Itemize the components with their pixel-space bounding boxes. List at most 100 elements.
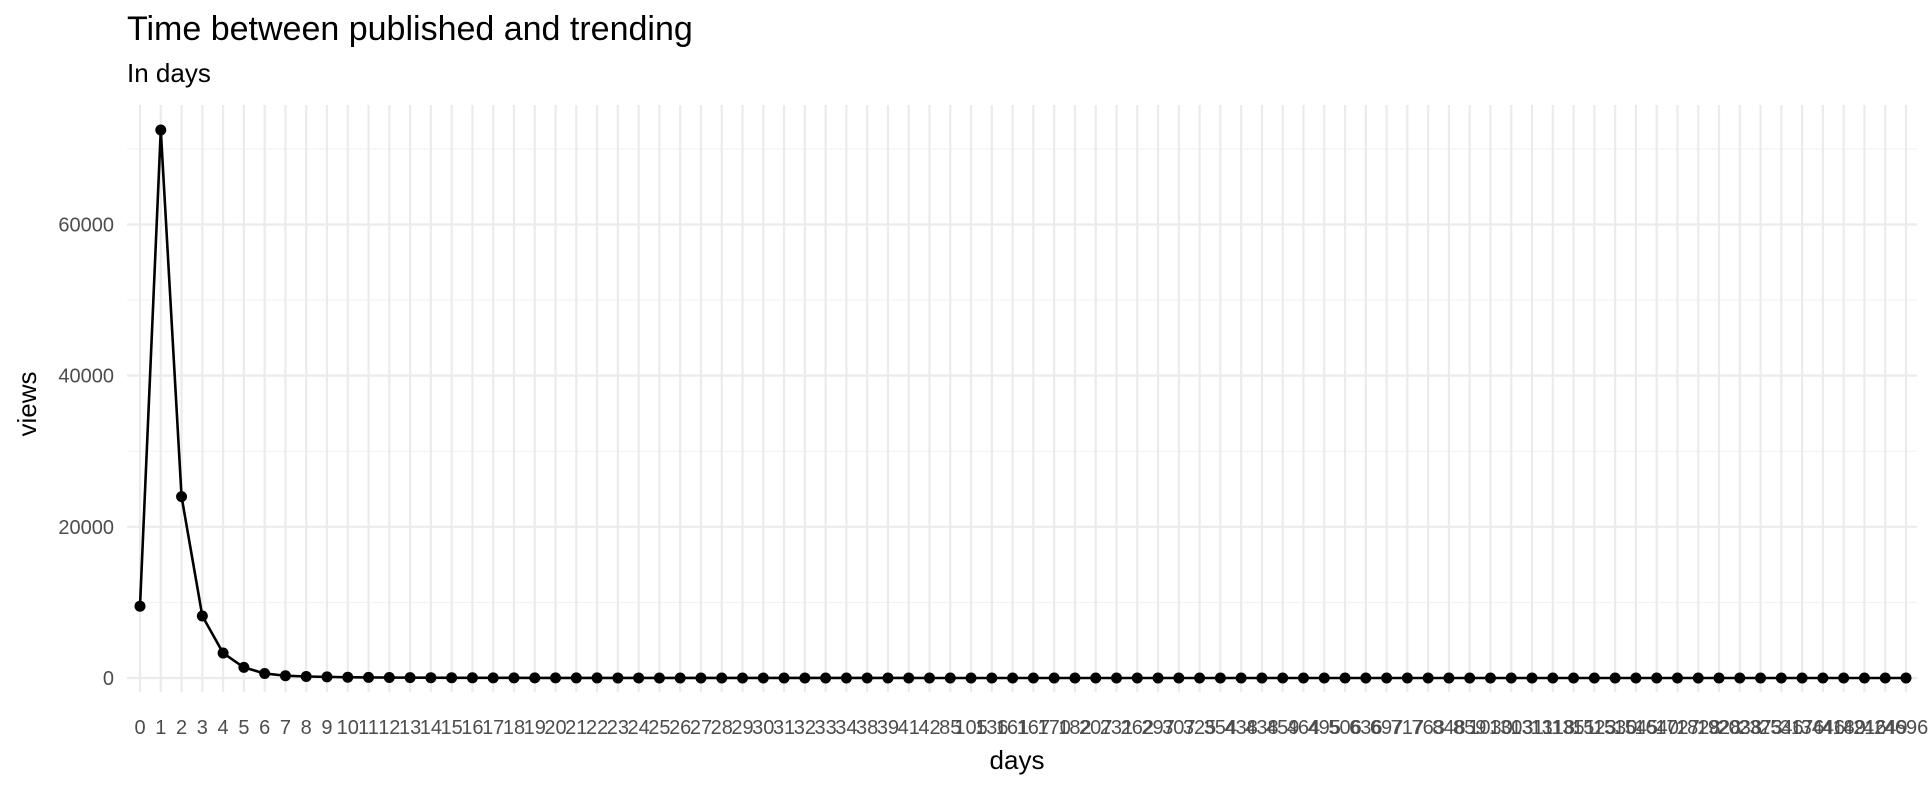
data-point — [944, 672, 956, 684]
data-point — [570, 672, 582, 684]
x-tick-label: 170 — [1037, 717, 1070, 739]
data-point — [965, 672, 977, 684]
y-tick-label: 40000 — [58, 366, 114, 388]
x-tick-label: 10 — [337, 717, 359, 739]
data-point — [840, 672, 852, 684]
x-tick-label: 26 — [669, 717, 691, 739]
data-point — [1256, 672, 1268, 684]
x-tick-label: 20 — [544, 717, 566, 739]
x-tick-label: 464 — [1287, 717, 1320, 739]
data-point — [695, 672, 707, 684]
x-tick-label: 136 — [975, 717, 1008, 739]
x-tick-label: 39 — [877, 717, 899, 739]
data-point — [1609, 672, 1621, 684]
x-tick-label: 297 — [1141, 717, 1174, 739]
x-tick-label: 848 — [1432, 717, 1465, 739]
data-point — [1858, 672, 1870, 684]
data-point — [1879, 672, 1891, 684]
data-point — [861, 672, 873, 684]
data-point — [134, 600, 146, 612]
x-tick-label: 4249 — [1863, 717, 1908, 739]
x-tick-label: 1530 — [1593, 717, 1638, 739]
data-point — [321, 671, 333, 683]
x-tick-label: 30 — [752, 717, 774, 739]
data-point — [903, 672, 915, 684]
data-point — [342, 671, 354, 683]
data-point — [176, 491, 188, 503]
data-point — [1838, 672, 1850, 684]
x-tick-label: 4696 — [1884, 717, 1929, 739]
x-tick-label: 2 — [176, 717, 187, 739]
data-point — [1464, 672, 1476, 684]
x-tick-label: 506 — [1328, 717, 1361, 739]
x-tick-label: 167 — [1017, 717, 1050, 739]
data-point — [1401, 672, 1413, 684]
data-point — [1048, 672, 1060, 684]
data-point — [1755, 672, 1767, 684]
x-tick-label: 21 — [565, 717, 587, 739]
x-tick-label: 1727 — [1655, 717, 1700, 739]
data-point — [446, 672, 458, 684]
x-tick-label: 3176 — [1780, 717, 1825, 739]
x-tick-label: 24 — [628, 717, 650, 739]
x-tick-label: 33 — [814, 717, 836, 739]
data-point — [1422, 672, 1434, 684]
y-axis-title: views — [12, 371, 42, 436]
data-point — [1152, 672, 1164, 684]
x-tick-label: 18 — [503, 717, 525, 739]
data-point — [1360, 672, 1372, 684]
x-tick-label: 3446 — [1801, 717, 1846, 739]
x-tick-label: 4216 — [1842, 717, 1887, 739]
x-axis-tick-labels: 0 1 2 3 4 5 6 7 8 9 10 11 12131415161718192021222324… — [134, 717, 1928, 739]
data-point — [529, 672, 541, 684]
data-point — [1110, 672, 1122, 684]
x-tick-label: 105 — [954, 717, 987, 739]
data-point — [799, 672, 811, 684]
data-point — [1381, 672, 1393, 684]
x-tick-label: 1828 — [1676, 717, 1721, 739]
x-tick-label: 161 — [996, 717, 1029, 739]
x-tick-label: 859 — [1453, 717, 1486, 739]
x-tick-label: 23 — [607, 717, 629, 739]
x-tick-label: 34 — [835, 717, 857, 739]
data-point — [1131, 672, 1143, 684]
x-tick-label: 1545 — [1614, 717, 1659, 739]
x-tick-label: 11 — [358, 717, 379, 739]
data-point — [1007, 672, 1019, 684]
data-point — [1214, 672, 1226, 684]
data-point — [404, 672, 416, 684]
x-tick-label: 1318 — [1531, 717, 1576, 739]
data-point — [1713, 672, 1725, 684]
y-axis-tick-labels: 0 20000 40000 60000 — [58, 214, 114, 690]
x-tick-label: 5 — [238, 717, 249, 739]
x-tick-label: 3 — [197, 717, 208, 739]
x-tick-label: 0 — [134, 717, 145, 739]
x-tick-label: 438 — [1224, 717, 1257, 739]
data-point — [924, 672, 936, 684]
x-tick-label: 6 — [259, 717, 270, 739]
x-tick-label: 697 — [1370, 717, 1403, 739]
x-tick-label: 182 — [1058, 717, 1091, 739]
x-tick-label: 9 — [321, 717, 332, 739]
data-point — [300, 670, 312, 682]
x-tick-label: 1523 — [1572, 717, 1617, 739]
x-tick-label: 1030 — [1468, 717, 1513, 739]
x-tick-label: 41 — [898, 717, 920, 739]
data-point — [550, 672, 562, 684]
x-tick-label: 2373 — [1738, 717, 1783, 739]
x-tick-label: 1 — [155, 717, 166, 739]
data-point — [716, 672, 728, 684]
data-point — [238, 661, 250, 673]
data-point — [1817, 672, 1829, 684]
x-tick-label: 85 — [939, 717, 961, 739]
data-point — [757, 672, 769, 684]
x-tick-label: 27 — [690, 717, 712, 739]
data-point — [882, 672, 894, 684]
x-tick-label: 2546 — [1759, 717, 1804, 739]
x-tick-label: 1640 — [1634, 717, 1679, 739]
x-tick-label: 32 — [794, 717, 816, 739]
x-tick-label: 22 — [586, 717, 608, 739]
data-point — [612, 672, 624, 684]
data-point — [1069, 672, 1081, 684]
x-tick-label: 13 — [399, 717, 421, 739]
